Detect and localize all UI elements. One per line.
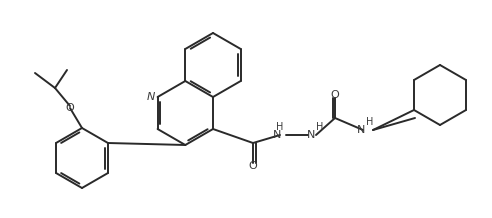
Text: O: O xyxy=(65,103,74,113)
Text: O: O xyxy=(248,161,257,171)
Text: O: O xyxy=(331,90,339,100)
Text: H: H xyxy=(316,122,324,132)
Text: H: H xyxy=(277,122,284,132)
Text: N: N xyxy=(147,92,155,102)
Text: H: H xyxy=(367,117,374,127)
Text: N: N xyxy=(357,125,365,135)
Text: N: N xyxy=(307,130,315,140)
Text: N: N xyxy=(273,130,281,140)
